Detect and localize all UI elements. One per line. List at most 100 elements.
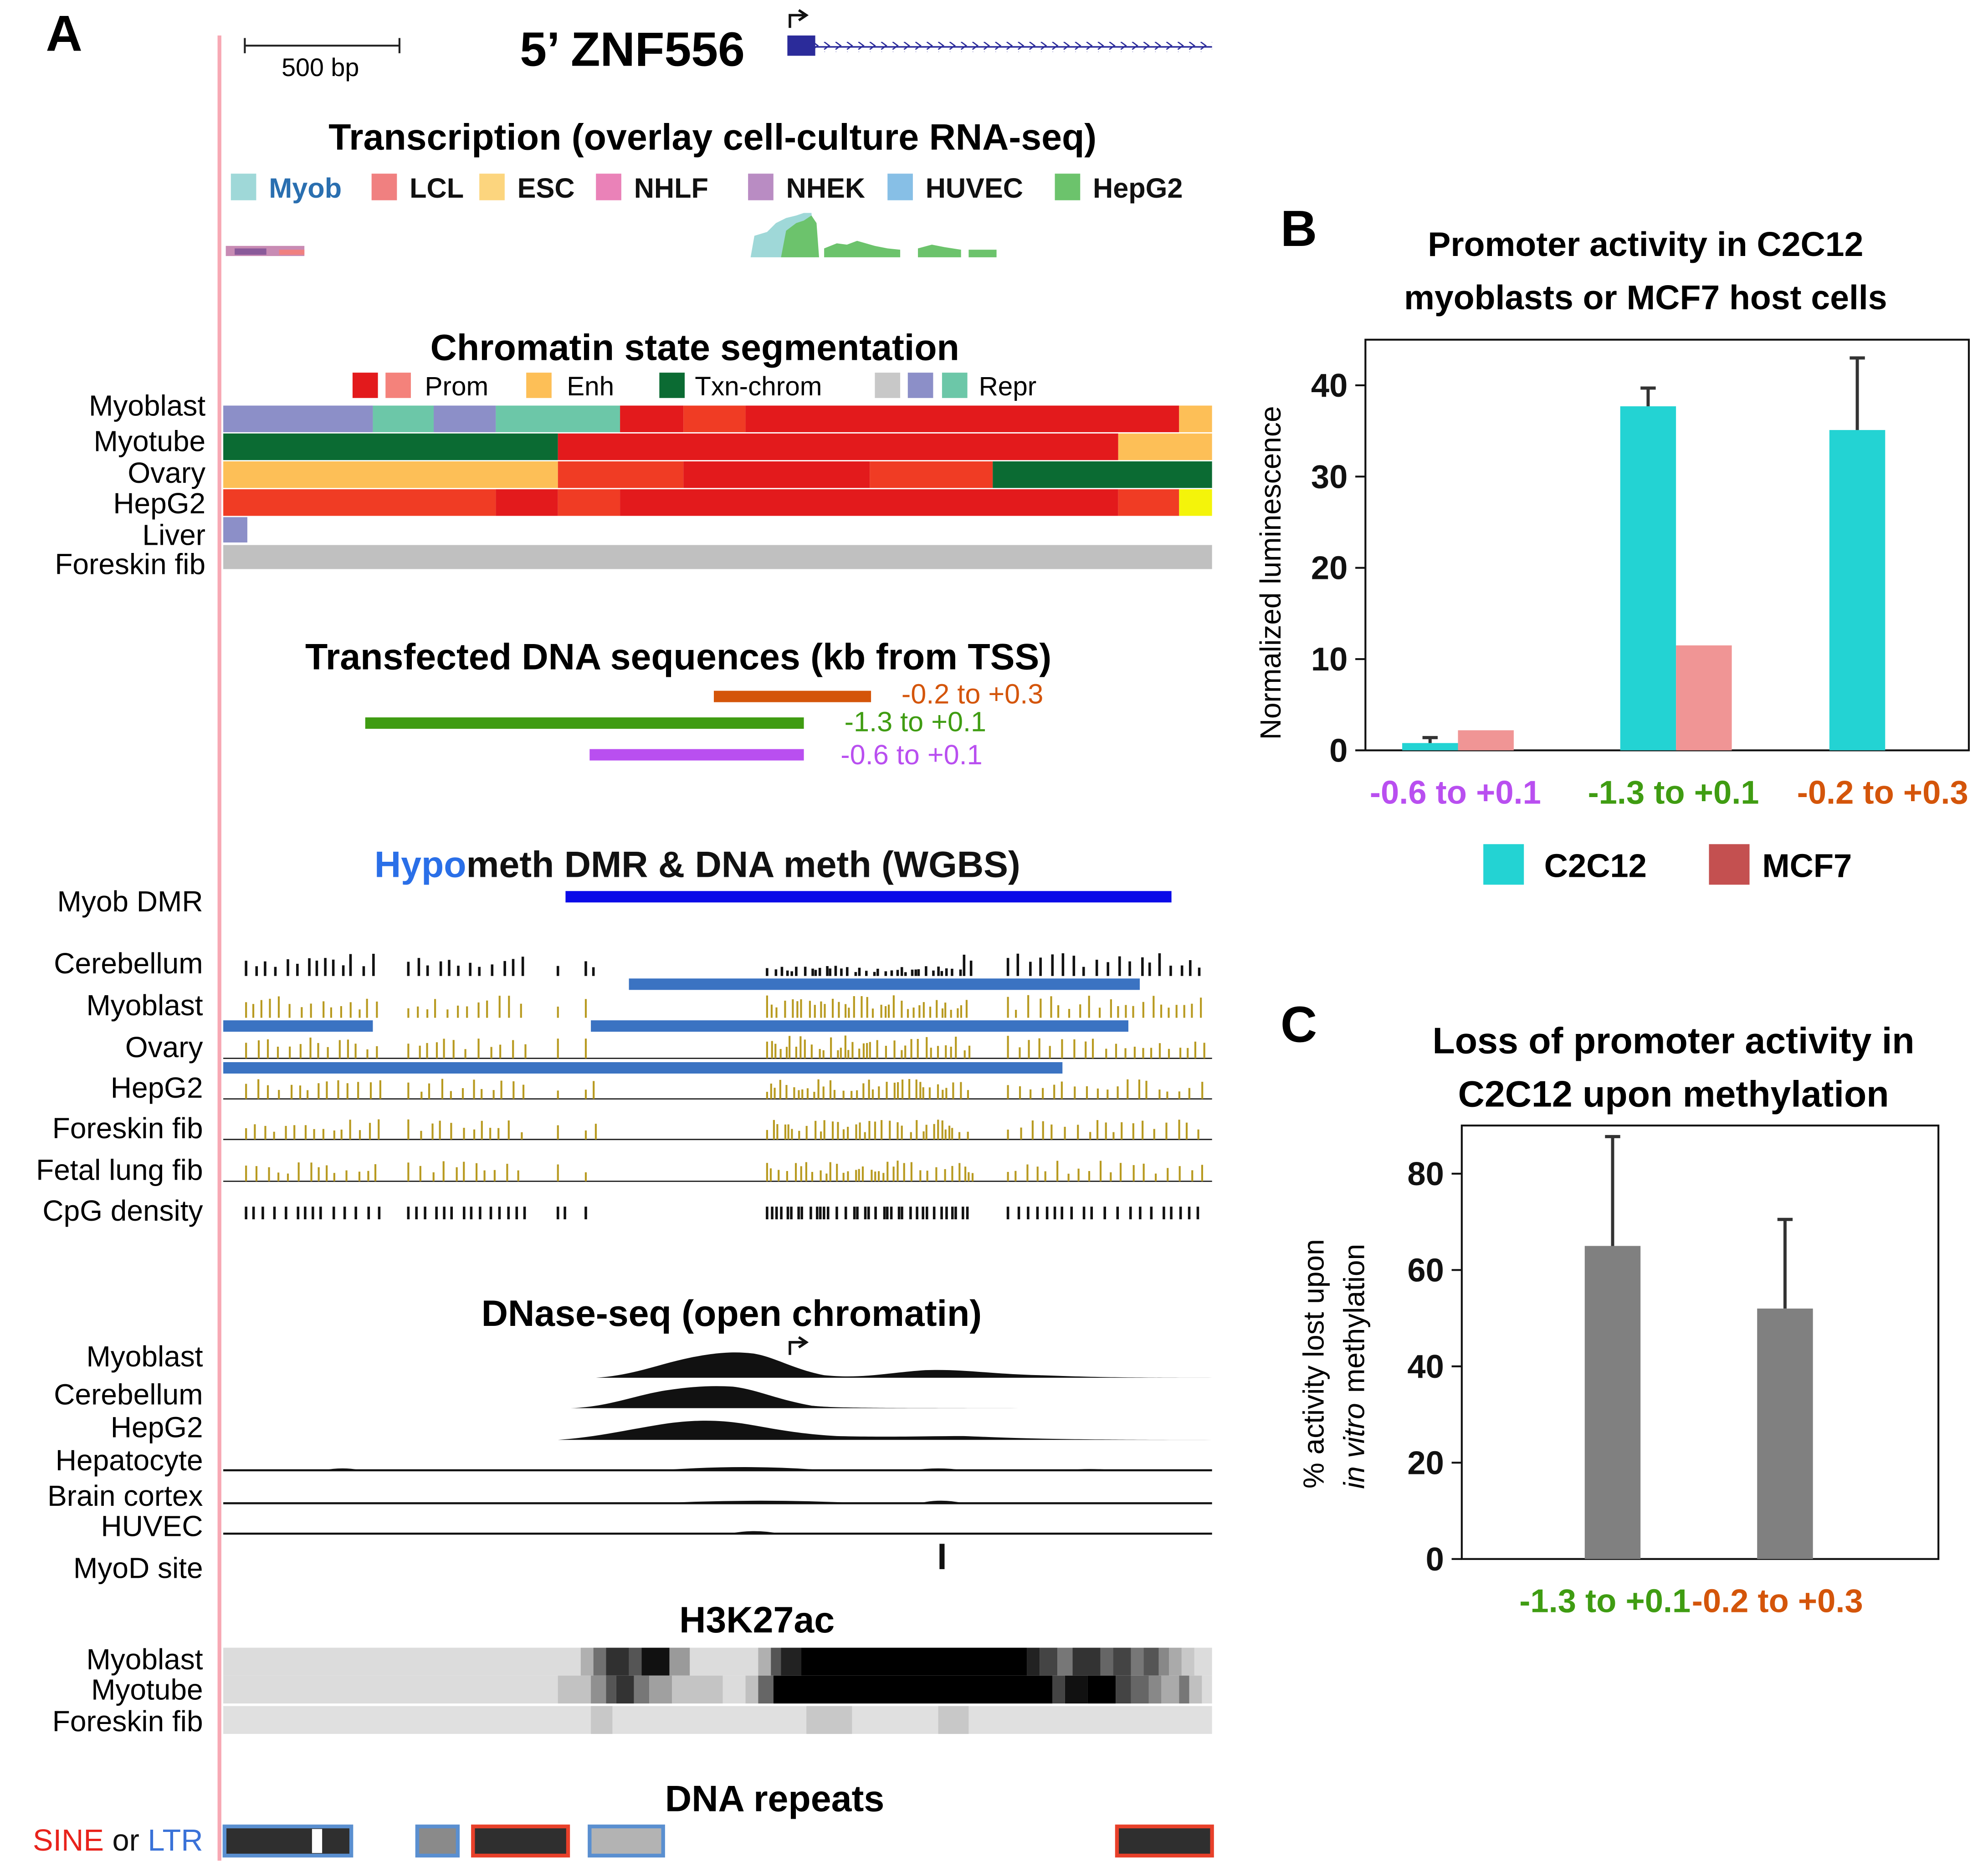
h3-segment: [1189, 1675, 1202, 1704]
dnase-row-label: Cerebellum: [54, 1378, 203, 1411]
dnase-row-label: HepG2: [111, 1411, 203, 1444]
methylation-title: Hypometh DMR & DNA meth (WGBS): [374, 844, 1020, 885]
transcription-title: Transcription (overlay cell-culture RNA-…: [328, 117, 1096, 158]
repr-teal-swatch: [942, 373, 968, 398]
y-tick-label: 30: [1311, 459, 1348, 495]
chrom-row-label: Ovary: [128, 456, 205, 489]
ylabel-rest-part: methylation: [1338, 1244, 1371, 1393]
h3-segment: [1148, 1675, 1162, 1704]
bar-mcf7: [1676, 645, 1732, 751]
scale-label: 500 bp: [282, 53, 359, 82]
dnase-tracks: [223, 1352, 1212, 1570]
chromatin-row-labels: Myoblast Myotube Ovary HepG2 Liver Fores…: [55, 389, 205, 581]
y-tick-label: 0: [1329, 732, 1348, 769]
h3-segment: [1065, 1675, 1088, 1704]
ltr-element: [588, 1824, 665, 1858]
h3k27ac-tracks: [223, 1647, 1212, 1734]
chart-c-frame: [1460, 1125, 1940, 1560]
meth-title-rest: meth DMR & DNA meth (WGBS): [466, 844, 1020, 885]
construct-bar: [589, 749, 804, 761]
h3-segment: [771, 1647, 781, 1676]
h3-segment: [616, 1675, 634, 1704]
dnase-tss-arrow-icon: [789, 1341, 804, 1355]
h3-segment: [629, 1647, 642, 1676]
sine-label: SINE: [33, 1824, 104, 1857]
bar-c2c12: [1757, 1308, 1813, 1559]
h3-segment: [781, 1647, 802, 1676]
h3-segment: [938, 1706, 969, 1734]
h3-segment: [745, 1675, 758, 1704]
h3-segment: [1027, 1647, 1040, 1676]
h3-segment: [1158, 1647, 1169, 1676]
legend-label: HUVEC: [926, 173, 1023, 204]
legend-label: NHLF: [634, 173, 708, 204]
dnase-row-label: Brain cortex: [47, 1479, 203, 1512]
chrom-row-label: HepG2: [113, 487, 205, 520]
chrom-row-label: Foreskin fib: [55, 548, 205, 581]
h3-segment: [1143, 1647, 1159, 1676]
legend-label-c2c12: C2C12: [1544, 848, 1647, 885]
tss-arrow-icon: [789, 14, 804, 28]
h3-segment: [1072, 1647, 1101, 1676]
h3-segment: [641, 1647, 670, 1676]
h3-segment: [773, 1675, 1053, 1704]
h3-segment: [591, 1675, 606, 1704]
x-category-label: -0.2 to +0.3: [1692, 1583, 1863, 1620]
meth-row-label: Foreskin fib: [52, 1112, 203, 1145]
h3-segment: [672, 1675, 723, 1704]
methylation-tracks: [223, 953, 1212, 1220]
chart-b-legend: C2C12 MCF7: [1483, 844, 1852, 885]
legend-swatch: [887, 174, 913, 200]
bar-c2c12: [1620, 406, 1676, 751]
y-tick-label: 80: [1407, 1156, 1444, 1192]
h3-segment: [801, 1647, 1027, 1676]
h3k27ac-row-label: Myoblast: [86, 1643, 203, 1676]
legend-swatch-c2c12: [1483, 844, 1524, 885]
legend-swatch: [479, 174, 505, 200]
prom-weak-swatch: [385, 373, 411, 398]
chromatin-title: Chromatin state segmentation: [430, 327, 959, 368]
h3-segment: [606, 1675, 616, 1704]
sine-element: [471, 1824, 570, 1858]
repr-grey-swatch: [875, 373, 901, 398]
legend-label: NHEK: [786, 173, 865, 204]
legend-label: LCL: [410, 173, 464, 204]
h3-segment: [1057, 1647, 1073, 1676]
x-category-label: -0.6 to +0.1: [1370, 774, 1541, 811]
bar-mcf7: [1458, 730, 1514, 751]
h3k27ac-row-labels: Myoblast Myotube Foreskin fib: [52, 1643, 203, 1738]
chart-c-plot: 0 20 40 60 80 -1.3 to +0.1 -0.2 to +0.3: [1407, 1135, 1863, 1620]
repeat-elements: [222, 1824, 1214, 1858]
repr-purple-swatch: [907, 373, 933, 398]
h3-segment: [634, 1675, 650, 1704]
chart-c-ylabel-line1: % activity lost upon: [1297, 1239, 1330, 1488]
txn-legend-label: Txn-chrom: [695, 372, 822, 401]
ltr-element: [222, 1824, 354, 1858]
construct-bar: [714, 691, 871, 702]
h3k27ac-row-label: Myotube: [91, 1673, 203, 1706]
enh-swatch: [526, 373, 552, 398]
transfected-title: Transfected DNA sequences (kb from TSS): [305, 636, 1051, 677]
h3-segment: [669, 1647, 690, 1676]
panel-a: A 500 bp 5’ ZNF556 Transcription (overla…: [33, 5, 1214, 1861]
dmr-label: Myob DMR: [57, 885, 203, 918]
h3-segment: [1040, 1647, 1058, 1676]
h3-segment: [758, 1647, 771, 1676]
meth-row-label: CpG density: [42, 1194, 203, 1227]
construct-label: -1.3 to +0.1: [845, 706, 986, 737]
transfected-constructs: -0.2 to +0.3 -1.3 to +0.1 -0.6 to +0.1: [365, 678, 1043, 770]
chromatin-legend: Prom Enh Txn-chrom Repr: [352, 372, 1036, 401]
myod-site-mark: [939, 1544, 945, 1570]
h3-segment: [806, 1706, 852, 1734]
dnase-row-label: Myoblast: [86, 1340, 203, 1373]
enh-legend-label: Enh: [567, 372, 614, 401]
chart-b-ylabel: Normalized luminescence: [1254, 406, 1287, 740]
dnase-row-label: HUVEC: [101, 1510, 203, 1543]
legend-label: Myob: [269, 173, 342, 204]
legend-swatch: [748, 174, 774, 200]
h3k27ac-row-label: Foreskin fib: [52, 1705, 203, 1738]
legend-swatch: [371, 174, 397, 200]
h3-segment: [593, 1647, 606, 1676]
chart-b-plot: 0 10 20 30 40 -0.6 to +0.1 -1.3 to +0.1 -0.2 to…: [1311, 356, 1968, 811]
h3-segment: [580, 1647, 594, 1676]
